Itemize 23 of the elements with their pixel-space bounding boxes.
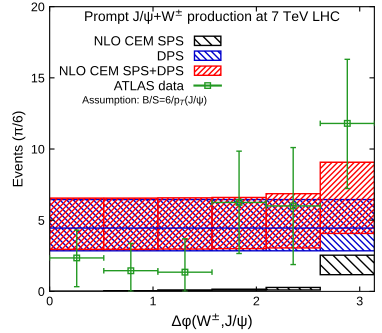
x-tick-label: 1 bbox=[150, 296, 156, 306]
y-tick-label: 0 bbox=[38, 287, 44, 296]
point bbox=[127, 267, 134, 274]
legend-label: ATLAS data bbox=[114, 80, 184, 90]
y-axis-title: Events (π/6) bbox=[12, 112, 26, 186]
x-tick-label: 3 bbox=[356, 296, 363, 306]
point bbox=[181, 268, 188, 276]
annotation: Assumption: B/S=6/p$_{T}$(J/ψ) bbox=[82, 96, 206, 106]
x-tick-label: 2 bbox=[254, 296, 260, 306]
chart-title: Prompt J/ψ+W$^{±}$ production at 7 TeV LHC bbox=[85, 10, 340, 24]
y-tick-label: 15 bbox=[32, 74, 44, 82]
x-axis-title: Δφ(W$^{±}$,J/ψ) bbox=[172, 313, 252, 330]
y-tick-label: 20 bbox=[32, 2, 44, 12]
y-tick-label: 10 bbox=[32, 144, 44, 154]
legend-label: DPS bbox=[158, 51, 184, 60]
point bbox=[344, 120, 351, 127]
point bbox=[73, 254, 80, 262]
x-tick-label: 0 bbox=[46, 296, 53, 306]
legend-label: NLO CEM SPS+DPS bbox=[60, 66, 184, 76]
point bbox=[236, 198, 243, 206]
legend-label: NLO CEM SPS bbox=[94, 36, 184, 46]
point bbox=[290, 202, 297, 210]
y-tick-label: 5 bbox=[38, 216, 44, 225]
